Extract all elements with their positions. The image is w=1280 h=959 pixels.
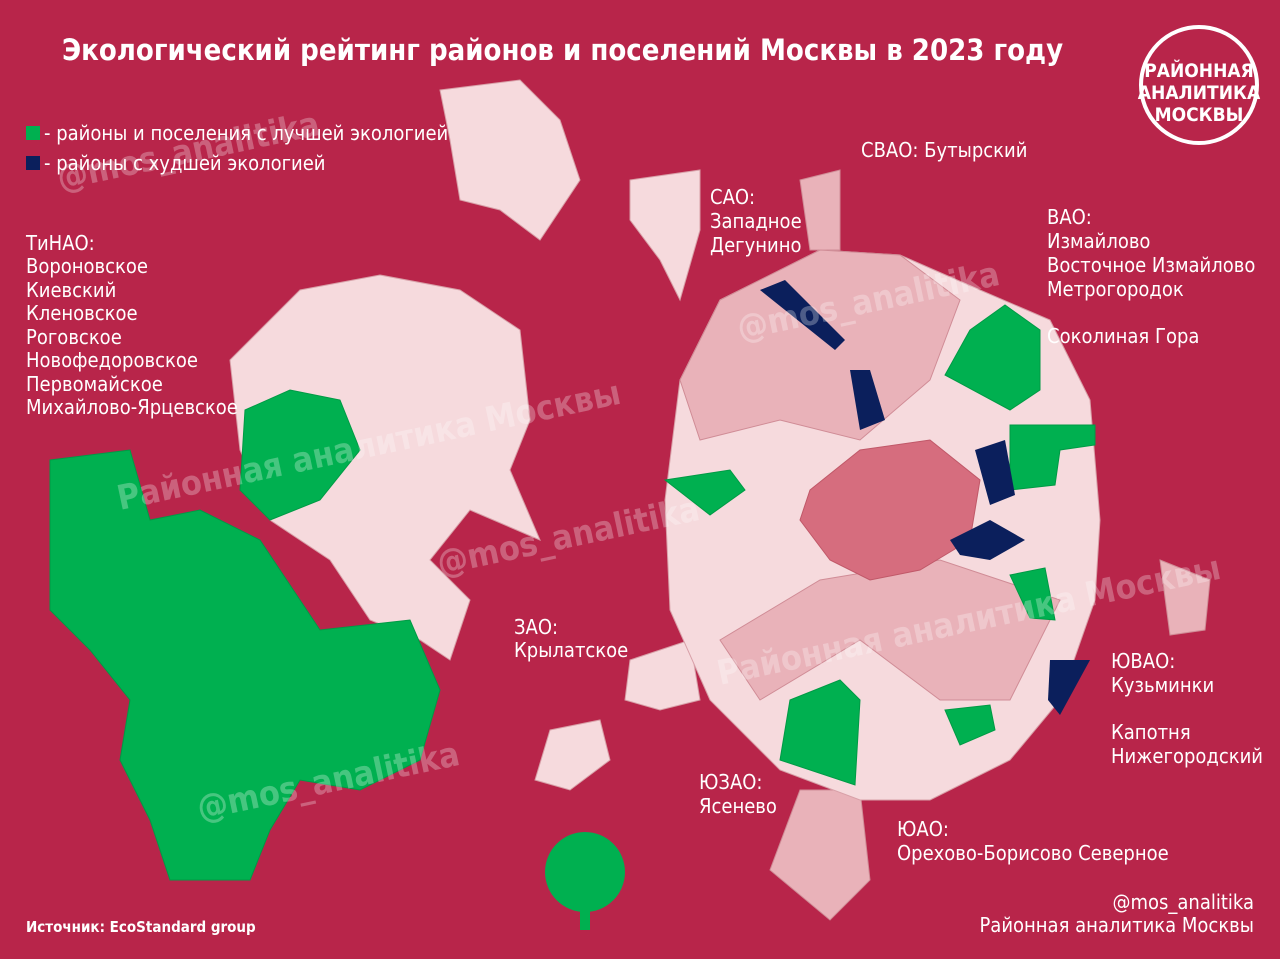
west-exclave-1: [624, 639, 701, 711]
district: Первомайское: [26, 372, 163, 396]
moscow-north-sector: [679, 249, 961, 441]
logo-text: МОСКВЫ: [1155, 104, 1244, 126]
district: Киевский: [26, 278, 116, 302]
district: Роговское: [26, 325, 122, 349]
ne-exclave: [799, 169, 841, 251]
sokolinaya-gora: [944, 304, 1041, 411]
district-heading: ВАО:: [1047, 205, 1092, 229]
zapadnoe-degunino: [760, 280, 845, 350]
district-heading: СВАО:: [861, 138, 918, 162]
butyrsky: [850, 370, 885, 430]
district: Кузьминки: [1111, 673, 1214, 697]
district: Крылатское: [514, 638, 628, 662]
tinao-green: [49, 449, 441, 881]
kapotnya: [1048, 660, 1090, 715]
district-heading: ТиНАО:: [25, 231, 95, 255]
moscow-center: [799, 439, 981, 581]
district-heading: САО:: [710, 185, 755, 209]
legend-label: - районы и поселения с лучшей экологией: [44, 121, 448, 145]
district: Западное: [710, 209, 802, 233]
district: Бутырский: [924, 138, 1027, 162]
legend-swatch: [26, 156, 40, 170]
annotations: ТиНАО: Вороновское Киевский Кленовское Р…: [25, 138, 1263, 865]
nw-exclave: [629, 169, 701, 302]
kuzminki-green: [1009, 567, 1056, 621]
district-heading: ЮАО:: [897, 817, 949, 841]
district: Измайлово: [1047, 229, 1150, 253]
logo: РАЙОННАЯ АНАЛИТИКА МОСКВЫ: [1138, 25, 1261, 145]
district-heading: ЮВАО:: [1111, 649, 1175, 673]
logo-text: РАЙОННАЯ: [1144, 59, 1254, 82]
district-heading: ЗАО:: [514, 615, 558, 639]
green-north: [239, 389, 361, 521]
district: Орехово-Борисово Северное: [897, 841, 1169, 865]
district: Кленовское: [26, 301, 138, 325]
new-moscow-north: [229, 274, 541, 661]
footer: Районная аналитика Москвы: [979, 913, 1254, 937]
district-heading: ЮЗАО:: [699, 770, 763, 794]
west-exclave-2: [534, 719, 611, 791]
district: Дегунино: [710, 233, 801, 257]
district: Ясенево: [699, 794, 777, 818]
district: Капотня: [1111, 720, 1191, 744]
title: Экологический рейтинг районов и поселени…: [62, 33, 1063, 67]
logo-circle: [1139, 25, 1259, 145]
source: Источник: EcoStandard group: [26, 918, 256, 936]
logo-text: АНАЛИТИКА: [1138, 82, 1261, 104]
district: Вороновское: [26, 254, 148, 278]
moscow-south-sector: [719, 559, 1061, 701]
orekhovo-borisovo: [944, 704, 996, 746]
district: Нижегородский: [1111, 744, 1263, 768]
district: Соколиная Гора: [1047, 324, 1199, 348]
district: Метрогородок: [1047, 277, 1184, 301]
east-exclave: [1159, 559, 1211, 636]
legend-label: - районы с худшей экологией: [44, 151, 325, 175]
yasenevo: [779, 679, 861, 786]
district: Михайлово-Ярцевское: [26, 395, 238, 419]
north-exclave: [439, 79, 581, 241]
sokolinaya-dark: [975, 440, 1015, 505]
district-line: СВАО: Бутырский: [861, 138, 1027, 162]
nizhegorodsky: [950, 520, 1025, 560]
footer: @mos_analitika: [1112, 890, 1254, 914]
tree-crown: [545, 832, 625, 912]
map: [49, 79, 1211, 930]
district: Новофедоровское: [26, 348, 198, 372]
krylatskoe: [663, 469, 746, 516]
district: Восточное Измайлово: [1047, 253, 1255, 277]
legend-swatch: [26, 126, 40, 140]
